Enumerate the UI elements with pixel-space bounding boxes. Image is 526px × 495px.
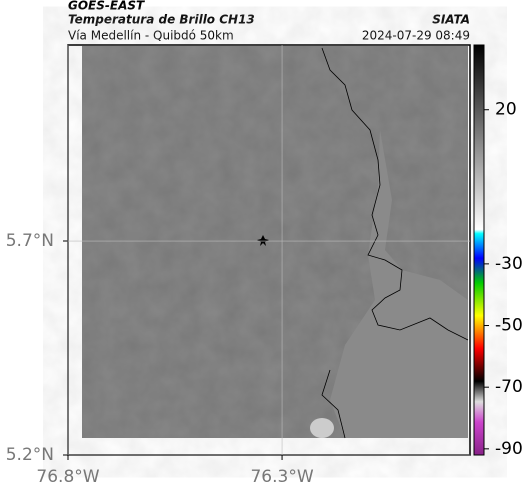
source: SIATA	[432, 13, 470, 27]
subtitle: Temperatura de Brillo CH13	[68, 13, 255, 27]
map	[67, 44, 471, 456]
colorbar-tick-label: -50	[495, 316, 523, 336]
datetime: 2024-07-29 08:49	[362, 29, 470, 43]
location-marker	[257, 235, 269, 246]
terrain	[330, 130, 468, 438]
colorbar-tick-label: 20	[495, 100, 517, 120]
lon-tick-label: 76.8°W	[36, 467, 99, 487]
colorbar	[473, 44, 485, 456]
cloud	[310, 418, 334, 438]
colorbar-tick-label: -90	[495, 439, 523, 459]
border	[321, 369, 346, 439]
region: Vía Medellín - Quibdó 50km	[68, 29, 234, 43]
lat-tick-label: 5.7°N	[6, 231, 54, 251]
border	[321, 47, 469, 341]
colorbar-tick-label: -70	[495, 377, 523, 397]
lon-tick-label: 76.3°W	[250, 467, 313, 487]
title: GOES-EAST	[68, 0, 145, 13]
colorbar-tick-label: -30	[495, 254, 523, 274]
lat-tick-label: 5.2°N	[6, 445, 54, 465]
